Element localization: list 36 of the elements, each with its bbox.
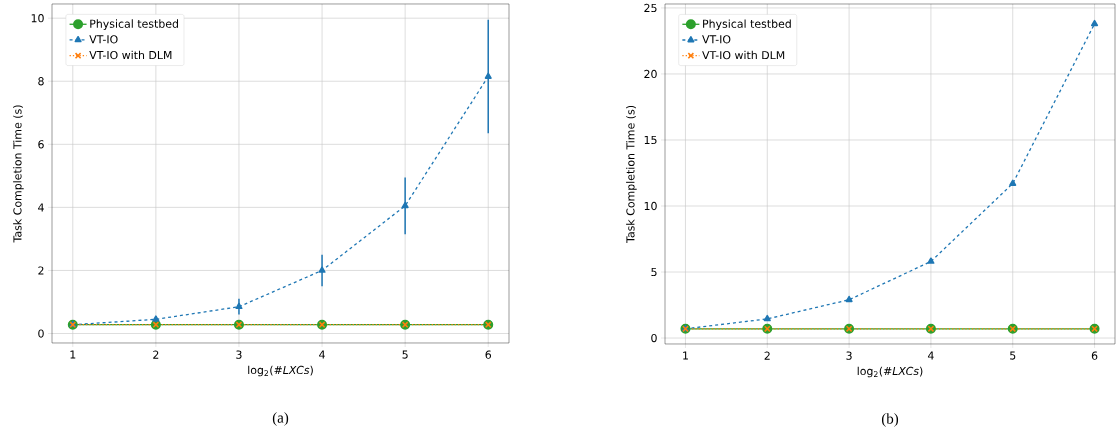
y-tick-label: 4 — [38, 203, 44, 212]
y-tick-label: 2 — [38, 266, 44, 275]
x-tick-label: 5 — [402, 350, 408, 359]
y-tick-label: 10 — [644, 201, 657, 211]
y-tick-label: 20 — [644, 69, 657, 79]
y-tick-label: 8 — [38, 77, 44, 86]
legend-label: VT-IO — [89, 35, 118, 44]
legend-label: Physical testbed — [703, 19, 791, 30]
x-tick-label: 6 — [1091, 351, 1098, 360]
y-axis-title: Task Completion Time (s) — [13, 105, 24, 243]
x-tick-label: 2 — [153, 350, 159, 359]
y-tick-label: 10 — [31, 14, 44, 23]
x-tick-label: 2 — [764, 351, 770, 360]
x-axis-title: log$_{2}$(#LXCs) — [248, 365, 313, 377]
x-tick-label: 1 — [683, 351, 688, 360]
legend-label: VT-IO — [702, 35, 731, 44]
text: (b) — [881, 413, 899, 427]
y-tick-label: 15 — [644, 135, 657, 145]
x-tick-label: 3 — [236, 350, 242, 359]
y-tick-label: 5 — [651, 267, 657, 277]
x-tick-label: 1 — [70, 350, 76, 359]
y-axis-title: Task Completion Time (s) — [626, 105, 637, 243]
legend-label: Physical testbed — [90, 19, 178, 30]
x-tick-label: 5 — [1010, 351, 1016, 360]
x-tick-label: 4 — [927, 351, 934, 360]
y-tick-label: 0 — [651, 333, 657, 343]
y-tick-label: 0 — [38, 329, 44, 338]
y-tick-label: 6 — [38, 140, 44, 149]
x-tick-label: 3 — [846, 351, 852, 360]
legend-label: VT-IO with DLM — [89, 50, 172, 60]
text: (a) — [272, 412, 289, 426]
y-tick-label: 25 — [644, 3, 657, 13]
x-axis-title: log$_{2}$(#LXCs) — [857, 366, 923, 378]
x-tick-label: 4 — [319, 350, 325, 359]
x-tick-label: 6 — [485, 350, 492, 359]
legend-label: VT-IO with DLM — [702, 50, 785, 60]
